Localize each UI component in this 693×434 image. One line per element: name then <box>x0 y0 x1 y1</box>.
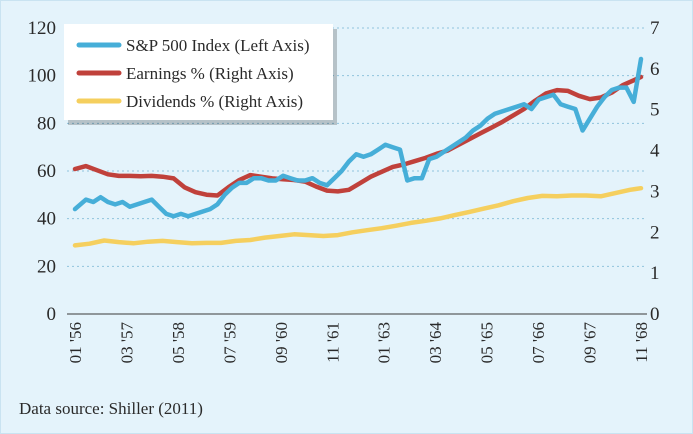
legend-label: Dividends % (Right Axis) <box>126 92 303 111</box>
right-tick-label: 1 <box>650 263 660 284</box>
left-tick-label: 0 <box>47 304 57 325</box>
right-axis: 0 1 2 3 4 5 6 7 <box>650 18 660 325</box>
x-tick-label: 11 '61 <box>323 322 342 363</box>
x-tick-label: 09 '67 <box>581 322 600 364</box>
right-tick-label: 5 <box>650 100 660 121</box>
x-tick-label: 05 '58 <box>169 322 188 363</box>
x-tick-label: 07 '59 <box>220 322 239 363</box>
left-tick-label: 80 <box>37 113 56 134</box>
right-tick-label: 0 <box>650 304 660 325</box>
left-axis: 0 20 40 60 80 100 120 <box>28 18 57 325</box>
series-line-0 <box>72 56 644 219</box>
x-tick-label: 09 '60 <box>272 322 291 363</box>
right-tick-label: 2 <box>650 222 660 243</box>
x-tick-label: 07 '66 <box>529 322 548 363</box>
right-tick-label: 7 <box>650 18 660 39</box>
data-source-note: Data source: Shiller (2011) <box>19 399 203 418</box>
series-line-2 <box>72 185 644 248</box>
legend-label: S&P 500 Index (Left Axis) <box>126 36 310 55</box>
left-tick-label: 40 <box>37 209 56 230</box>
series-line-1 <box>72 74 644 198</box>
series-group <box>72 56 644 248</box>
x-tick-label: 01 '56 <box>66 322 85 363</box>
line-chart: 0 20 40 60 80 100 120 0 1 2 3 4 5 6 7 01 '56 03 '57 05 … <box>28 18 661 364</box>
x-tick-label: 01 '63 <box>375 322 394 363</box>
right-tick-label: 4 <box>650 141 660 162</box>
left-tick-label: 120 <box>28 18 57 39</box>
left-tick-label: 100 <box>28 66 57 87</box>
legend-label: Earnings % (Right Axis) <box>126 64 294 83</box>
x-tick-label: 11 '68 <box>632 322 651 363</box>
x-tick-label: 03 '57 <box>117 322 136 364</box>
x-tick-label: 05 '65 <box>478 322 497 363</box>
right-tick-label: 3 <box>650 181 660 202</box>
x-tick-label: 03 '64 <box>426 322 445 364</box>
x-axis: 01 '56 03 '57 05 '58 07 '59 09 '60 11 '61 01 '… <box>66 322 651 364</box>
left-tick-label: 20 <box>37 256 56 277</box>
legend: S&P 500 Index (Left Axis) Earnings % (Rig… <box>64 24 337 125</box>
right-tick-label: 6 <box>650 59 660 80</box>
left-tick-label: 60 <box>37 161 56 182</box>
